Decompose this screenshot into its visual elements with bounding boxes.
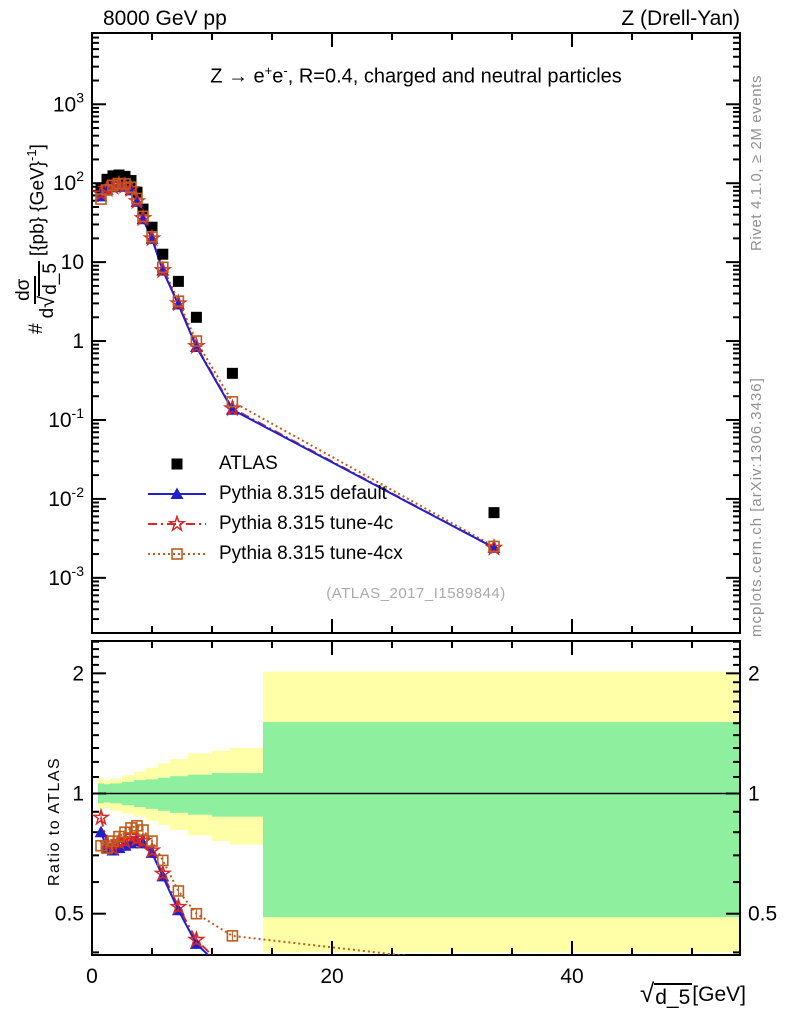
ylabel-units: [{pb} {GeV}-1] <box>24 144 49 256</box>
svg-text:0.5: 0.5 <box>55 903 84 926</box>
svg-text:1: 1 <box>748 783 760 806</box>
ratio-uncertainty-bands <box>98 671 740 953</box>
ylabel-den-d: d <box>37 307 58 319</box>
ratio-y-axis-label: Ratio to ATLAS <box>46 756 63 886</box>
svg-text:10-2: 10-2 <box>48 484 84 511</box>
main-y-axis-label: # dσ d √ d_5 [{pb} {GeV}-1] <box>13 144 61 334</box>
title-sup-plus: + <box>264 63 273 78</box>
legend-marker-pythia-default-icon <box>148 487 206 499</box>
svg-text:40: 40 <box>560 965 583 988</box>
ylabel-unit-exp: -1 <box>24 149 40 161</box>
legend-label-atlas: ATLAS <box>219 453 278 474</box>
markers-pythia-8-315-tune-4cx-main <box>95 177 500 553</box>
sqrt-icon: √ <box>639 978 655 1008</box>
legend-item-tune-4cx: Pythia 8.315 tune-4cx <box>147 539 403 569</box>
legend-label-tune-4c: Pythia 8.315 tune-4c <box>219 513 394 534</box>
legend-marker-tune-4c-icon <box>148 515 206 533</box>
x-axis-unit: [GeV] <box>692 983 746 1006</box>
svg-text:103: 103 <box>53 89 84 116</box>
legend-marker-tune-4cx-icon <box>148 548 206 560</box>
header-beam-energy: 8000 GeV pp <box>103 7 227 30</box>
svg-text:2: 2 <box>72 662 84 685</box>
plot-frames <box>91 32 741 956</box>
title-mid: e <box>272 65 284 88</box>
legend: ATLAS Pythia 8.315 default Pythia 8.315 … <box>147 449 403 569</box>
x-axis-label: √ d_5 [GeV] <box>639 978 746 1010</box>
svg-text:0.5: 0.5 <box>748 903 777 926</box>
legend-label-tune-4cx: Pythia 8.315 tune-4cx <box>219 543 403 564</box>
svg-text:20: 20 <box>320 965 343 988</box>
svg-text:1: 1 <box>72 783 84 806</box>
legend-label-pythia-default: Pythia 8.315 default <box>219 483 387 504</box>
svg-text:10: 10 <box>61 251 84 274</box>
svg-text:10-3: 10-3 <box>48 563 84 590</box>
markers-pythia-8-315-tune-4cx-ratio <box>95 820 239 942</box>
legend-item-pythia-default: Pythia 8.315 default <box>147 479 403 509</box>
title-pre: Z → e <box>210 65 265 88</box>
analysis-watermark: (ATLAS_2017_I1589844) <box>326 585 506 602</box>
rivet-version-note: Rivet 4.1.0, ≥ 2M events <box>748 74 765 251</box>
title-sup-minus: - <box>283 63 288 78</box>
legend-item-tune-4c: Pythia 8.315 tune-4c <box>147 509 403 539</box>
header-process: Z (Drell-Yan) <box>621 7 740 30</box>
mcplots-arxiv-note: mcplots.cern.ch [arXiv:1306.3436] <box>748 377 765 637</box>
sqrt-icon: √ <box>34 295 59 308</box>
markers-pythia-8-315-tune-4c-ratio <box>92 807 206 948</box>
ylabel-numerator: dσ <box>13 275 36 304</box>
svg-text:2: 2 <box>748 662 760 685</box>
axis-ticks <box>92 32 740 955</box>
plot-title: Z → e+e-, R=0.4, charged and neutral par… <box>92 63 740 89</box>
x-axis-sqrt-arg: d_5 <box>654 983 693 1010</box>
svg-text:0: 0 <box>86 965 98 988</box>
svg-text:1: 1 <box>72 330 84 353</box>
ylabel-den-arg: d_5 <box>38 261 61 296</box>
ylabel-unit-close: ] <box>27 144 49 150</box>
svg-text:102: 102 <box>53 168 84 195</box>
ylabel-hash: # <box>26 323 47 334</box>
ylabel-unit-open: [{pb} {GeV} <box>27 160 49 257</box>
svg-text:10-1: 10-1 <box>48 405 84 432</box>
legend-marker-atlas-icon <box>171 458 183 470</box>
legend-item-atlas: ATLAS <box>147 449 403 479</box>
title-post: , R=0.4, charged and neutral particles <box>287 65 622 88</box>
ylabel-fraction: dσ d √ d_5 <box>13 261 61 319</box>
ylabel-denominator: d √ d_5 <box>34 261 61 319</box>
